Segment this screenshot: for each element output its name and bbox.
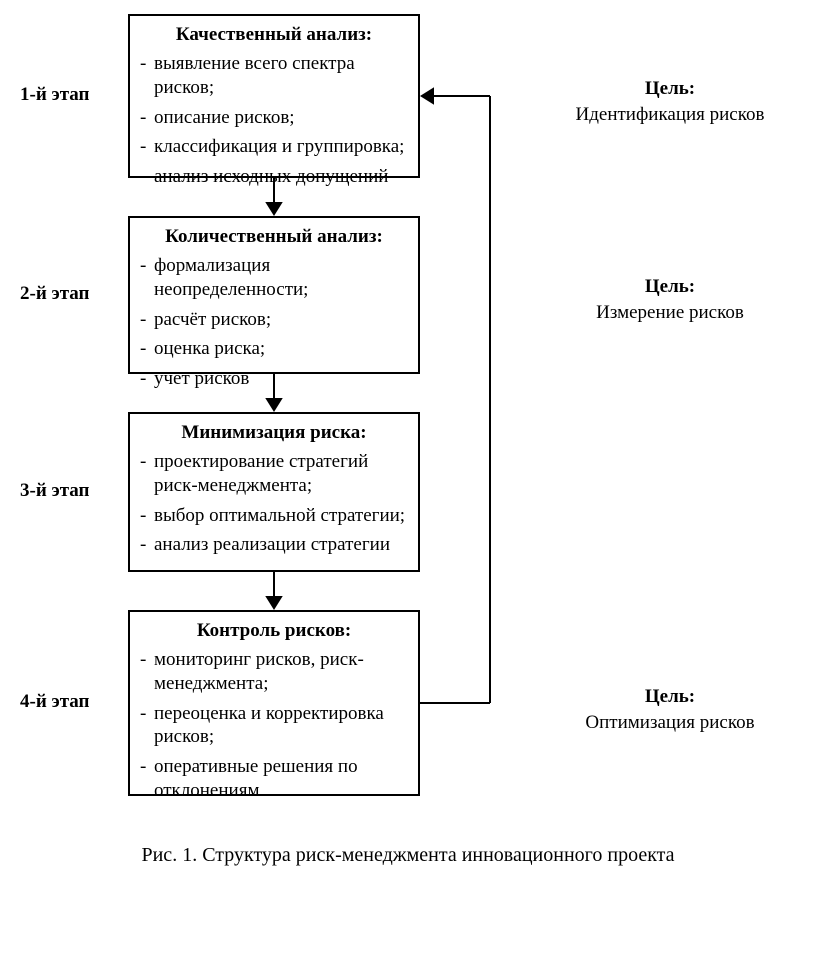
goal-1: Цель: Идентификация рисков — [560, 78, 780, 126]
goal-title-4: Цель: — [560, 686, 780, 708]
stage-items-1: выявление всего спектра рисков; описание … — [140, 52, 408, 189]
stage-1-item-2: описание рисков; — [140, 106, 408, 130]
stage-4-item-3: оперативные решения по отклонениям — [140, 755, 408, 803]
stage-3-item-3: анализ реализации стратегии — [140, 533, 408, 557]
goal-text-4: Оптимизация рисков — [560, 712, 780, 734]
stage-items-2: формализация неопределенности; расчёт рис… — [140, 254, 408, 391]
stage-2-item-3: оценка риска; — [140, 337, 408, 361]
stage-4-item-1: мониторинг рисков, риск-менеджмента; — [140, 648, 408, 696]
goal-4: Цель: Оптимизация рисков — [560, 686, 780, 734]
stage-box-2: Количественный анализ: формализация неопр… — [128, 216, 420, 374]
figure-caption: Рис. 1. Структура риск-менеджмента иннов… — [0, 844, 816, 867]
stage-2-item-2: расчёт рисков; — [140, 308, 408, 332]
stage-box-4: Контроль рисков: мониторинг рисков, риск-… — [128, 610, 420, 796]
stage-items-3: проектирование стратегий риск-менеджмент… — [140, 450, 408, 557]
goal-text-2: Измерение рисков — [560, 302, 780, 324]
stage-box-3: Минимизация риска: проектирование стратег… — [128, 412, 420, 572]
goal-2: Цель: Измерение рисков — [560, 276, 780, 324]
stage-title-3: Минимизация риска: — [140, 422, 408, 444]
stage-label-1: 1-й этап — [20, 84, 90, 106]
stage-1-item-3: классификация и группировка; — [140, 135, 408, 159]
stage-2-item-1: формализация неопределенности; — [140, 254, 408, 302]
diagram-page: Рис. 1. Структура риск-менеджмента иннов… — [0, 0, 816, 968]
stage-box-1: Качественный анализ: выявление всего спек… — [128, 14, 420, 178]
stage-1-item-4: анализ исходных допущений — [140, 165, 408, 189]
stage-label-4: 4-й этап — [20, 691, 90, 713]
stage-label-3: 3-й этап — [20, 480, 90, 502]
stage-title-2: Количественный анализ: — [140, 226, 408, 248]
stage-3-item-1: проектирование стратегий риск-менеджмент… — [140, 450, 408, 498]
stage-title-1: Качественный анализ: — [140, 24, 408, 46]
stage-3-item-2: выбор оптимальной стратегии; — [140, 504, 408, 528]
stage-4-item-2: переоценка и корректировка рисков; — [140, 702, 408, 750]
stage-2-item-4: учет рисков — [140, 367, 408, 391]
stage-title-4: Контроль рисков: — [140, 620, 408, 642]
stage-label-2: 2-й этап — [20, 283, 90, 305]
goal-text-1: Идентификация рисков — [560, 104, 780, 126]
goal-title-1: Цель: — [560, 78, 780, 100]
stage-items-4: мониторинг рисков, риск-менеджмента; пере… — [140, 648, 408, 803]
goal-title-2: Цель: — [560, 276, 780, 298]
stage-1-item-1: выявление всего спектра рисков; — [140, 52, 408, 100]
